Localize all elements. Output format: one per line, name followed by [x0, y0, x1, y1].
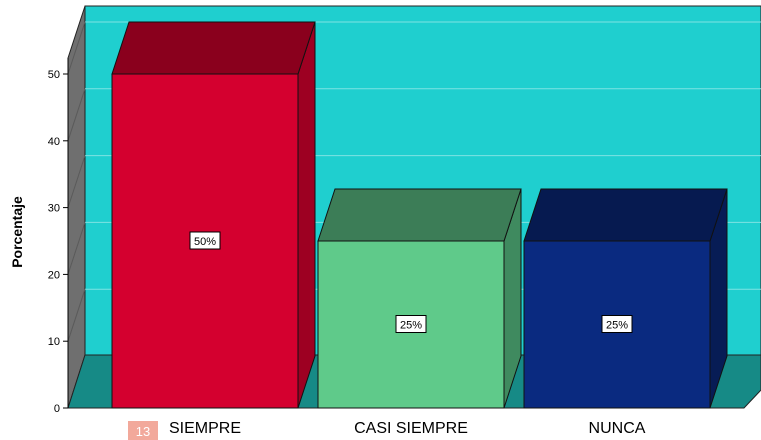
bar-top: [523, 188, 728, 242]
bar-casi-siempre: [317, 188, 522, 409]
page-marker: 13: [136, 424, 150, 439]
bar-top: [317, 188, 522, 242]
y-axis: 0 10 20 30 40 50: [48, 58, 69, 415]
x-tick-label: SIEMPRE: [169, 420, 241, 437]
side-gridline: [67, 289, 86, 342]
side-gridline: [67, 88, 86, 141]
x-axis: SIEMPRE CASI SIEMPRE NUNCA: [169, 420, 646, 437]
y-tick-label: 40: [48, 136, 60, 148]
y-tick-label: 50: [48, 69, 60, 81]
side-gridline: [67, 222, 86, 275]
data-label-text: 25%: [400, 320, 422, 332]
x-tick-label: CASI SIEMPRE: [354, 420, 468, 437]
y-axis-title: Porcentaje: [9, 196, 25, 268]
y-tick-label: 20: [48, 269, 60, 281]
bar-siempre: [111, 21, 316, 409]
page-marker-badge: [128, 421, 158, 440]
data-label-box: [601, 315, 633, 333]
bar-side: [297, 21, 316, 409]
data-label: 25%: [601, 315, 633, 333]
bars: [111, 21, 728, 409]
data-label: 50%: [189, 231, 221, 250]
data-label-text: 50%: [194, 236, 216, 248]
y-tick-label: 0: [54, 403, 60, 415]
data-label-box: [395, 315, 427, 333]
side-gridline: [67, 155, 86, 208]
y-tick-label: 30: [48, 203, 60, 215]
bar-nunca: [523, 188, 728, 409]
side-gridline: [67, 21, 86, 75]
data-label-box: [189, 231, 221, 250]
y-tick-label: 10: [48, 336, 60, 348]
bar-top: [111, 21, 316, 75]
data-label-text: 25%: [606, 320, 628, 332]
data-labels: 50% 25% 25%: [189, 231, 633, 333]
x-tick-label: NUNCA: [589, 420, 646, 437]
data-label: 25%: [395, 315, 427, 333]
